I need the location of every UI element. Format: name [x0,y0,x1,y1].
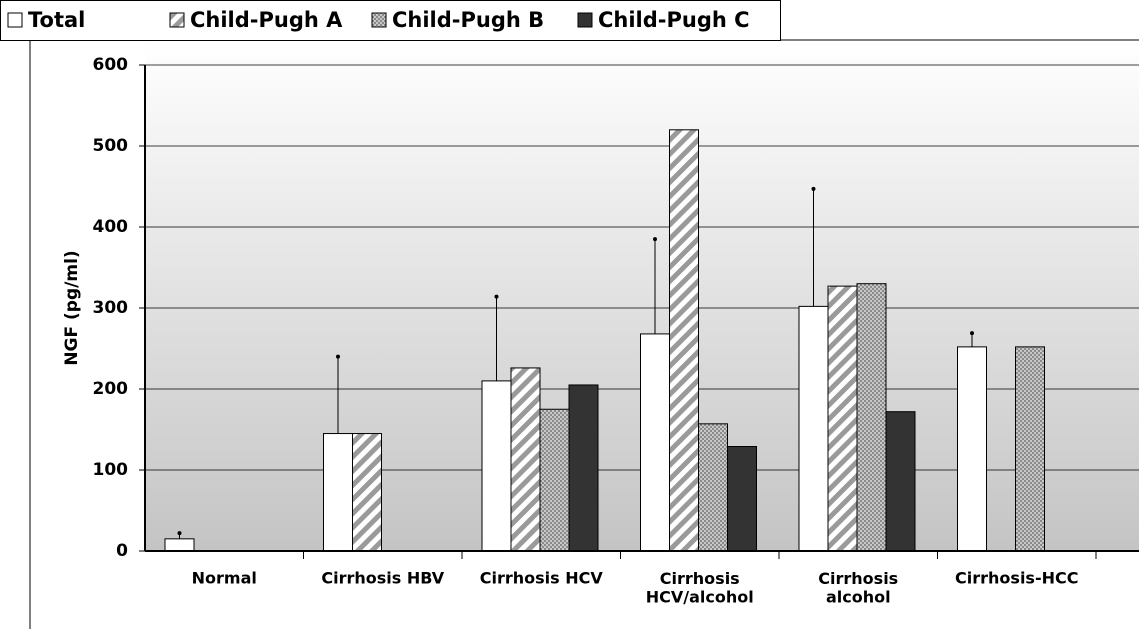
error-bar [811,186,816,307]
bar [352,433,382,552]
y-tick-label: 600 [93,55,129,75]
bar [640,333,670,552]
y-tick-label: 0 [116,541,128,561]
y-tick-label: 500 [93,136,129,156]
legend-swatch [577,12,593,28]
error-bar [177,531,182,539]
legend-swatch [7,12,23,28]
error-bar [336,354,340,434]
bar [481,380,512,552]
legend-label: Child-Pugh B [392,8,544,32]
bar [539,408,570,552]
bar [323,433,353,552]
y-tick-label: 200 [93,379,129,399]
bar [164,538,195,552]
y-axis-title: NGF (pg/ml) [62,250,82,365]
x-tick-label: Cirrhosis-HCC [955,569,1078,588]
legend-swatch [371,12,387,28]
x-tick-label: Cirrhosis HBV [321,569,444,588]
bar [957,346,987,552]
x-tick-label: Cirrhosis HCV/alcohol [646,569,754,606]
bar [510,367,541,552]
legend-box [0,0,781,41]
error-bar [494,294,499,381]
error-bar [653,237,657,334]
bar [798,305,829,552]
bar [827,285,858,552]
legend-swatch [169,12,185,28]
bar [698,423,728,552]
error-bar [970,331,974,347]
bar [1015,346,1045,552]
bar [856,283,887,552]
legend-label: Child-Pugh A [190,8,343,32]
legend-label: Child-Pugh C [598,8,750,32]
x-tick-label: Cirrhosis alcohol [818,569,898,606]
bar [568,384,599,552]
bar [885,411,916,552]
legend-label: Total [28,8,85,32]
bar [669,129,699,552]
bar [727,446,757,552]
y-tick-label: 300 [93,298,129,318]
y-tick-label: 100 [93,460,129,480]
x-tick-label: Normal [192,569,257,588]
x-tick-label: Cirrhosis HCV [480,569,604,588]
y-tick-label: 400 [93,217,129,237]
